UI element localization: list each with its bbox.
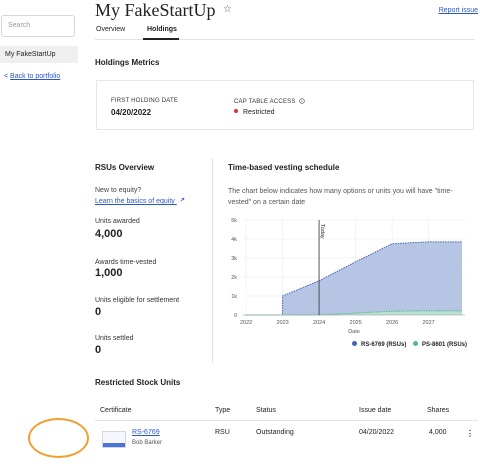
main-content: My FakeStartUp ☆ Report issue Overview H… bbox=[90, 0, 480, 464]
today-label: Today bbox=[319, 224, 325, 239]
rsu-table: Certificate Type Status Issue date Share… bbox=[95, 398, 478, 464]
report-issue-link[interactable]: Report issue bbox=[438, 7, 478, 14]
y-tick-label: 1k bbox=[231, 294, 237, 300]
back-link-label: Back to portfolio bbox=[10, 73, 61, 80]
certificate-thumbnail-band bbox=[103, 443, 125, 447]
row-menu-icon[interactable]: ⋮ bbox=[466, 429, 474, 438]
legend-item-rs6769: RS-6769 (RSUs) bbox=[352, 341, 406, 348]
y-tick-label: 2k bbox=[231, 275, 237, 281]
new-to-equity-text: New to equity? bbox=[95, 187, 142, 194]
holdings-metrics-card: FIRST HOLDING DATE 04/20/2022 CAP TABLE … bbox=[96, 80, 474, 130]
info-icon[interactable] bbox=[299, 98, 306, 104]
table-header-divider bbox=[95, 420, 478, 421]
first-holding-date-label: FIRST HOLDING DATE bbox=[111, 98, 179, 104]
search-input[interactable]: Search bbox=[1, 15, 75, 37]
units-awarded-label: Units awarded bbox=[95, 218, 140, 225]
holdings-metrics-heading: Holdings Metrics bbox=[95, 58, 160, 67]
sidebar: Search My FakeStartUp < Back to portfoli… bbox=[0, 0, 82, 464]
vesting-schedule-heading: Time-based vesting schedule bbox=[228, 163, 340, 172]
star-icon[interactable]: ☆ bbox=[222, 4, 232, 15]
back-to-portfolio-link[interactable]: < Back to portfolio bbox=[4, 73, 60, 80]
row-issue-date: 04/20/2022 bbox=[359, 429, 395, 436]
x-axis-label: Date bbox=[348, 329, 360, 335]
row-shares: 4,000 bbox=[429, 429, 447, 436]
certificate-link[interactable]: RS-6769 bbox=[132, 429, 160, 436]
rsus-overview-heading: RSUs Overview bbox=[95, 163, 155, 172]
cap-table-access-label: CAP TABLE ACCESS bbox=[234, 98, 306, 105]
cap-table-access-status: Restricted bbox=[243, 109, 275, 116]
legend-label-ps8601: PS-8601 (RSUs) bbox=[422, 342, 468, 348]
x-tick-label: 2027 bbox=[422, 320, 434, 326]
units-settled-label: Units settled bbox=[95, 335, 134, 342]
cap-table-access-text: CAP TABLE ACCESS bbox=[234, 99, 296, 105]
sidebar-item-my-fakestartup[interactable]: My FakeStartUp bbox=[0, 46, 78, 63]
tab-bar: Overview Holdings bbox=[95, 22, 475, 40]
legend-dot-ps8601 bbox=[413, 341, 418, 346]
units-awarded-value: 4,000 bbox=[95, 228, 123, 240]
x-tick-label: 2023 bbox=[276, 320, 288, 326]
tab-holdings[interactable]: Holdings bbox=[147, 26, 177, 33]
col-header-type: Type bbox=[215, 407, 231, 414]
series-line-0 bbox=[246, 241, 462, 316]
vesting-chart: 0 1k 2k 3k 4k 5k 2022 2023 2024 2025 2026 2027 Today… bbox=[231, 218, 465, 335]
learn-equity-label: Learn the basics of equity bbox=[95, 198, 175, 205]
title-row: My FakeStartUp ☆ bbox=[95, 0, 232, 22]
page-title: My FakeStartUp bbox=[95, 0, 216, 20]
units-eligible-value: 0 bbox=[95, 306, 102, 318]
awards-time-vested-value: 1,000 bbox=[95, 267, 123, 279]
legend-label-rs6769: RS-6769 (RSUs) bbox=[361, 342, 407, 348]
restricted-stock-units-heading: Restricted Stock Units bbox=[95, 378, 181, 387]
col-header-issue-date: Issue date bbox=[359, 407, 392, 414]
learn-equity-link[interactable]: Learn the basics of equity bbox=[95, 197, 185, 205]
first-holding-date-value: 04/20/2022 bbox=[111, 108, 152, 117]
external-link-icon bbox=[180, 197, 184, 202]
y-tick-label: 0 bbox=[234, 313, 237, 319]
x-tick-label: 2022 bbox=[240, 320, 252, 326]
x-tick-label: 2026 bbox=[386, 320, 398, 326]
highlight-circle-annotation bbox=[28, 418, 89, 458]
series-area-0 bbox=[246, 241, 462, 315]
vesting-schedule-description: The chart below indicates how many optio… bbox=[228, 188, 453, 206]
legend-item-ps8601: PS-8601 (RSUs) bbox=[413, 341, 467, 348]
row-type: RSU bbox=[215, 429, 230, 436]
col-header-status: Status bbox=[256, 407, 276, 414]
certificate-holder: Bob Barker bbox=[132, 440, 163, 446]
tab-overview[interactable]: Overview bbox=[96, 26, 126, 33]
x-tick-label: 2025 bbox=[350, 320, 362, 326]
y-tick-label: 4k bbox=[231, 237, 237, 243]
y-tick-label: 3k bbox=[231, 256, 237, 262]
units-settled-value: 0 bbox=[95, 344, 102, 356]
cap-table-access-value: Restricted bbox=[234, 109, 275, 116]
series-area-1 bbox=[246, 310, 462, 315]
y-tick-label: 5k bbox=[231, 218, 237, 224]
restricted-status-dot bbox=[234, 109, 238, 113]
chevron-left-icon: < bbox=[4, 73, 9, 80]
awards-time-vested-label: Awards time-vested bbox=[95, 259, 157, 266]
units-eligible-label: Units eligible for settlement bbox=[95, 297, 180, 304]
x-tick-label: 2024 bbox=[313, 320, 325, 326]
col-header-shares: Shares bbox=[427, 407, 450, 414]
col-header-certificate: Certificate bbox=[100, 407, 132, 414]
active-tab-indicator bbox=[143, 38, 179, 40]
legend-dot-rs6769 bbox=[352, 341, 357, 346]
row-status: Outstanding bbox=[256, 429, 294, 436]
certificate-thumbnail bbox=[102, 431, 126, 448]
column-divider bbox=[212, 158, 213, 363]
